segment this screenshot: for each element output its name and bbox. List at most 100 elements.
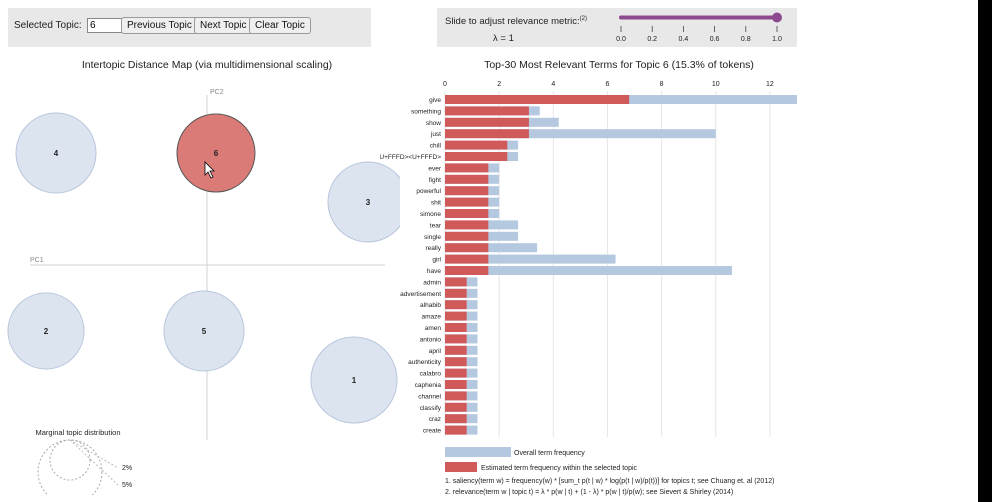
estimated-frequency-bar[interactable]	[445, 380, 467, 389]
marginal-circle-2pct	[49, 439, 91, 481]
term-label[interactable]: show	[426, 120, 441, 127]
legend-estimated-swatch	[445, 462, 477, 472]
topic-label-5: 5	[202, 327, 207, 336]
x-tick-label: 0	[443, 81, 447, 88]
estimated-frequency-bar[interactable]	[445, 197, 489, 207]
marginal-label-2pct: 2%	[122, 465, 132, 472]
window-edge	[978, 0, 992, 502]
x-tick-label: 12	[766, 81, 774, 88]
estimated-frequency-bar[interactable]	[445, 220, 489, 230]
overall-frequency-bar[interactable]	[445, 243, 538, 253]
term-label[interactable]: girl	[432, 257, 441, 264]
term-label[interactable]: authenticity	[408, 359, 442, 366]
selected-topic-label: Selected Topic:	[14, 20, 82, 31]
overall-frequency-bar[interactable]	[445, 266, 733, 275]
term-label[interactable]: amen	[425, 325, 442, 332]
estimated-frequency-bar[interactable]	[445, 300, 467, 310]
estimated-frequency-bar[interactable]	[445, 288, 467, 298]
intertopic-distance-map: Intertopic Distance Map (via multidimens…	[7, 59, 400, 495]
term-label[interactable]: shit	[431, 200, 441, 207]
term-label[interactable]: give	[429, 97, 441, 104]
term-label[interactable]: classify	[420, 405, 442, 412]
term-label[interactable]: channel	[418, 393, 441, 400]
term-label[interactable]: really	[425, 245, 441, 252]
overall-frequency-bar[interactable]	[445, 129, 716, 139]
estimated-frequency-bar[interactable]	[445, 95, 630, 104]
estimated-frequency-bar[interactable]	[445, 152, 508, 161]
estimated-frequency-bar[interactable]	[445, 209, 489, 218]
estimated-frequency-bar[interactable]	[445, 266, 489, 275]
relevant-terms-chart: Top-30 Most Relevant Terms for Topic 6 (…	[380, 59, 797, 496]
estimated-frequency-bar[interactable]	[445, 140, 508, 150]
slider-handle[interactable]	[772, 12, 782, 23]
term-label[interactable]: simone	[420, 211, 441, 218]
selected-topic-input[interactable]	[87, 18, 127, 33]
legend-overall-label: Overall term frequency	[514, 450, 585, 457]
x-tick-label: 6	[606, 81, 610, 88]
pc2-label: PC2	[210, 89, 224, 96]
estimated-frequency-bar[interactable]	[445, 277, 467, 287]
x-tick-label: 8	[660, 81, 664, 88]
estimated-frequency-bar[interactable]	[445, 425, 467, 435]
estimated-frequency-bar[interactable]	[445, 243, 489, 253]
term-label[interactable]: craz	[429, 416, 441, 423]
term-label[interactable]: have	[427, 268, 441, 275]
topic-bubble-6[interactable]	[176, 113, 256, 193]
footnote-relevance: 2. relevance(term w | topic t) = λ * p(w…	[445, 489, 733, 496]
estimated-frequency-bar[interactable]	[445, 402, 467, 412]
estimated-frequency-bar[interactable]	[445, 254, 489, 264]
x-tick-label: 10	[712, 81, 720, 88]
topic-label-4: 4	[54, 149, 59, 158]
estimated-frequency-bar[interactable]	[445, 129, 529, 139]
topic-bubble-4[interactable]	[15, 112, 97, 194]
term-label[interactable]: april	[429, 348, 442, 355]
estimated-frequency-bar[interactable]	[445, 311, 467, 321]
topic-label-6: 6	[214, 149, 219, 158]
term-label[interactable]: ever	[428, 165, 441, 172]
estimated-frequency-bar[interactable]	[445, 345, 467, 355]
relevance-slider-panel: Slide to adjust relevance metric:(2) λ =…	[437, 8, 797, 47]
term-label[interactable]: alhabib	[420, 302, 441, 309]
relevance-slider[interactable]: 0.0 0.2 0.4 0.6 0.8 1.0	[607, 8, 807, 47]
topic-bubble-5[interactable]	[163, 290, 245, 372]
estimated-frequency-bar[interactable]	[445, 334, 467, 344]
term-label[interactable]: just	[430, 131, 441, 138]
topic-bubble-2[interactable]	[7, 292, 85, 370]
estimated-frequency-bar[interactable]	[445, 368, 467, 378]
marginal-leader-2pct	[69, 439, 119, 469]
term-label[interactable]: caphenia	[415, 382, 442, 389]
term-label[interactable]: fight	[429, 177, 441, 184]
term-label[interactable]: chill	[430, 143, 442, 150]
topic-controls: Selected Topic: Previous Topic Next Topi…	[8, 8, 371, 47]
estimated-frequency-bar[interactable]	[445, 174, 489, 184]
previous-topic-button[interactable]: Previous Topic	[121, 17, 198, 34]
term-label[interactable]: amaze	[421, 314, 441, 321]
estimated-frequency-bar[interactable]	[445, 391, 467, 401]
estimated-frequency-bar[interactable]	[445, 357, 467, 367]
topic-bubble-3[interactable]	[327, 161, 400, 243]
term-label[interactable]: admin	[423, 279, 441, 286]
mouse-cursor-icon	[204, 161, 215, 179]
term-label[interactable]: tear	[430, 222, 442, 229]
term-label[interactable]: calabro	[420, 371, 442, 378]
term-label[interactable]: powerful	[416, 188, 441, 195]
term-label[interactable]: something	[411, 108, 441, 115]
estimated-frequency-bar[interactable]	[445, 414, 467, 424]
estimated-frequency-bar[interactable]	[445, 163, 489, 173]
term-label[interactable]: advertisement	[400, 291, 441, 298]
next-topic-button[interactable]: Next Topic	[194, 17, 253, 34]
estimated-frequency-bar[interactable]	[445, 106, 529, 116]
topic-bubble-1[interactable]	[310, 336, 398, 424]
terms-chart-title: Top-30 Most Relevant Terms for Topic 6 (…	[484, 59, 754, 71]
term-label[interactable]: antonio	[420, 336, 442, 343]
overall-frequency-bar[interactable]	[445, 254, 616, 264]
footnote-saliency: 1. saliency(term w) = frequency(w) * [su…	[445, 478, 774, 485]
term-label[interactable]: create	[423, 428, 441, 435]
term-label[interactable]: single	[424, 234, 441, 241]
clear-topic-button[interactable]: Clear Topic	[249, 17, 311, 34]
estimated-frequency-bar[interactable]	[445, 117, 529, 127]
term-label[interactable]: didn<U+FFFD><U+FFFD>	[380, 154, 441, 161]
estimated-frequency-bar[interactable]	[445, 231, 489, 241]
estimated-frequency-bar[interactable]	[445, 323, 467, 332]
estimated-frequency-bar[interactable]	[445, 186, 489, 196]
